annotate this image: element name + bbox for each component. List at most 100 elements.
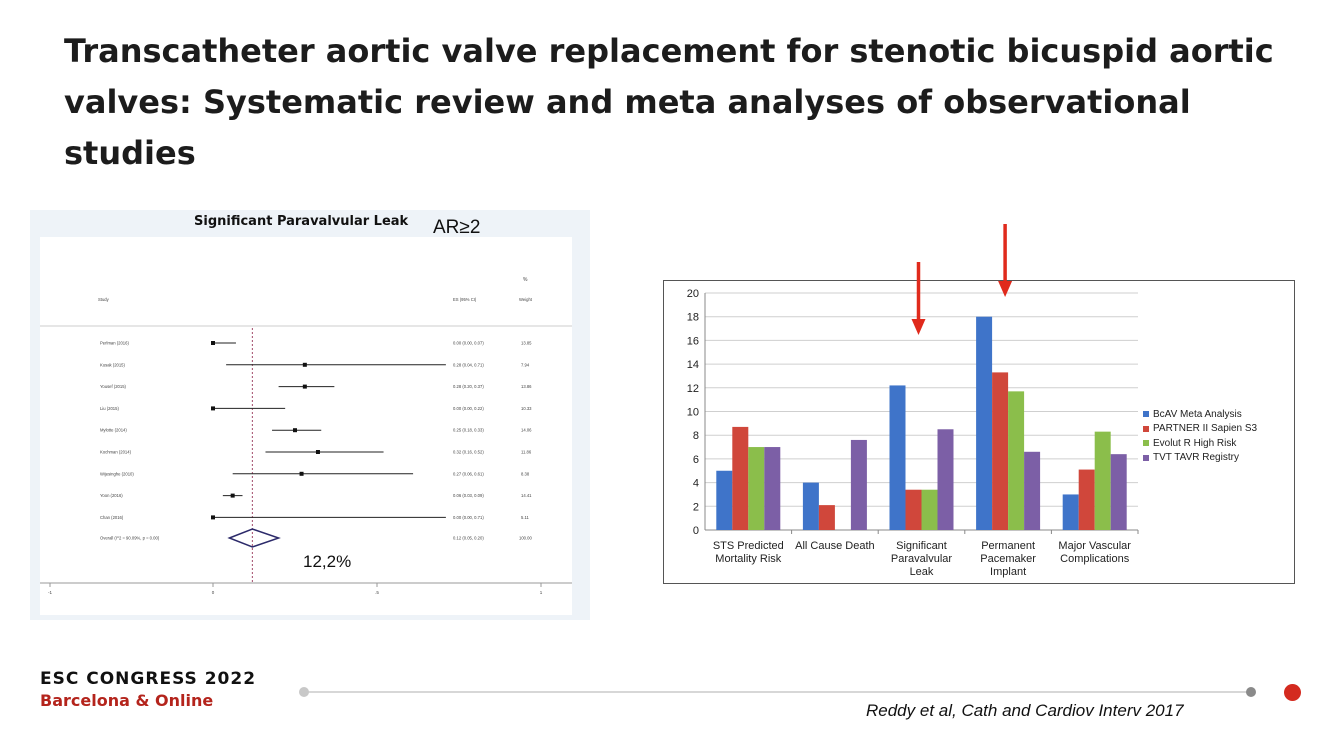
- bar-y-tick-label: 16: [687, 335, 699, 347]
- legend-label: Evolut R High Risk: [1153, 437, 1237, 449]
- legend-swatch: [1143, 454, 1149, 461]
- bar-y-tick-label: 4: [693, 478, 699, 490]
- forest-point-estimate: [299, 471, 304, 476]
- forest-weight-value: 10.33: [521, 406, 532, 411]
- bar-y-tick-label: 20: [687, 288, 699, 300]
- forest-es-value: 0.27 (0.06, 0.61): [453, 471, 484, 476]
- chart-legend: BcAV Meta Analysis PARTNER II Sapien S3 Ev…: [1143, 407, 1257, 465]
- progress-current-dot: [1246, 687, 1256, 697]
- bar-category-label: Complications: [1060, 553, 1130, 565]
- forest-weight-value: 13.86: [521, 384, 532, 389]
- forest-weight-value: 5.11: [521, 515, 530, 520]
- bar-category-label: Pacemaker: [980, 553, 1036, 565]
- legend-label: TVT TAVR Registry: [1153, 452, 1239, 464]
- bar-y-tick-label: 14: [687, 359, 699, 371]
- bar-category-label: Leak: [910, 566, 934, 578]
- bar-mark: [802, 482, 819, 530]
- bar-category-label: STS Predicted: [713, 540, 784, 552]
- forest-weight-value: 14.06: [521, 428, 532, 433]
- forest-weight-value: 14.41: [521, 493, 532, 498]
- legend-swatch: [1143, 425, 1149, 432]
- bar-category-label: Significant: [896, 540, 947, 552]
- bar-mark: [992, 372, 1009, 530]
- forest-study-label: Yousef (2015): [100, 384, 127, 389]
- bar-mark: [818, 505, 835, 530]
- red-arrow-head: [911, 319, 926, 335]
- bar-mark: [1094, 431, 1111, 530]
- forest-header-weight: Weight: [519, 297, 533, 302]
- progress-end-dot: [1284, 684, 1301, 701]
- bar-mark: [1008, 391, 1025, 530]
- bar-y-tick-label: 8: [693, 430, 699, 442]
- forest-point-estimate: [302, 384, 307, 389]
- forest-point-estimate: [211, 515, 215, 520]
- forest-x-tick-label: .5: [375, 590, 379, 595]
- bar-mark: [716, 470, 733, 530]
- bar-category-label: Paravalvular: [891, 553, 952, 565]
- legend-item: Evolut R High Risk: [1143, 436, 1257, 451]
- pooled-estimate-label: 12,2%: [303, 552, 352, 571]
- legend-item: BcAV Meta Analysis: [1143, 407, 1257, 422]
- slide-progress-track: [304, 691, 1252, 693]
- bar-category-label: Implant: [990, 566, 1026, 578]
- bar-mark: [732, 426, 749, 530]
- forest-plot-title: Significant Paravalvular Leak: [194, 214, 409, 229]
- forest-header-percent: %: [523, 277, 528, 283]
- congress-brand: ESC CONGRESS 2022 Barcelona & Online: [40, 668, 256, 712]
- forest-study-label: Perlman (2016): [100, 341, 129, 346]
- forest-es-value: 0.28 (0.04, 0.71): [453, 362, 484, 367]
- bar-category-label: All Cause Death: [795, 540, 875, 552]
- forest-overall-weight: 100.00: [519, 536, 532, 541]
- forest-weight-value: 8.38: [521, 471, 530, 476]
- forest-es-value: 0.32 (0.16, 0.52): [453, 450, 484, 455]
- forest-study-label: Kusak (2015): [100, 362, 126, 367]
- forest-point-estimate: [315, 450, 320, 454]
- forest-es-value: 0.00 (0.00, 0.07): [453, 341, 484, 346]
- bar-mark: [1110, 454, 1127, 530]
- legend-label: PARTNER II Sapien S3: [1153, 423, 1258, 435]
- bar-mark: [937, 429, 954, 530]
- forest-study-label: Liu (2015): [100, 406, 119, 411]
- forest-header-es: ES (95% CI): [453, 297, 477, 302]
- legend-item: TVT TAVR Registry: [1143, 451, 1257, 466]
- forest-header-study: Study: [98, 297, 110, 302]
- bar-y-tick-label: 0: [693, 525, 699, 537]
- bar-mark: [850, 439, 867, 530]
- forest-point-estimate: [230, 493, 235, 498]
- brand-line-1: ESC CONGRESS 2022: [40, 669, 257, 689]
- bar-category-label: Major Vascular: [1058, 540, 1131, 552]
- forest-weight-value: 11.86: [521, 450, 532, 455]
- bar-mark: [1078, 469, 1095, 530]
- forest-x-tick-label: -1: [48, 590, 52, 595]
- forest-x-tick-label: 1: [540, 590, 543, 595]
- bar-y-tick-label: 18: [687, 312, 699, 324]
- citation: Reddy et al, Cath and Cardiov Interv 201…: [866, 701, 1184, 720]
- forest-overall-label: Overall (I^2 = 90.09%, p = 0.00): [100, 536, 160, 541]
- forest-es-value: 0.25 (0.18, 0.33): [453, 428, 484, 433]
- legend-label: BcAV Meta Analysis: [1153, 408, 1242, 420]
- bar-mark: [976, 316, 993, 530]
- bar-mark: [748, 447, 765, 530]
- brand-line-2: Barcelona & Online: [40, 691, 214, 710]
- forest-study-label: Chan (2016): [100, 515, 124, 520]
- legend-item: PARTNER II Sapien S3: [1143, 422, 1257, 437]
- forest-study-label: Yoon (2016): [100, 493, 123, 498]
- forest-es-value: 0.00 (0.00, 0.22): [453, 406, 484, 411]
- bar-category-label: Mortality Risk: [715, 553, 782, 565]
- bar-mark: [921, 489, 938, 530]
- bar-mark: [764, 447, 781, 530]
- forest-es-value: 0.28 (0.20, 0.37): [453, 384, 484, 389]
- forest-study-label: Mylotte (2014): [100, 428, 127, 433]
- forest-point-estimate: [211, 341, 215, 345]
- bar-y-tick-label: 12: [687, 383, 699, 395]
- bar-mark: [889, 385, 906, 530]
- forest-weight-value: 7.94: [521, 362, 530, 367]
- forest-point-estimate: [211, 406, 215, 411]
- forest-point-estimate: [293, 428, 297, 433]
- bar-y-tick-label: 2: [693, 501, 699, 513]
- forest-annotation: AR≥2: [433, 217, 481, 238]
- forest-overall-diamond: [227, 528, 281, 548]
- bar-mark: [1062, 494, 1079, 530]
